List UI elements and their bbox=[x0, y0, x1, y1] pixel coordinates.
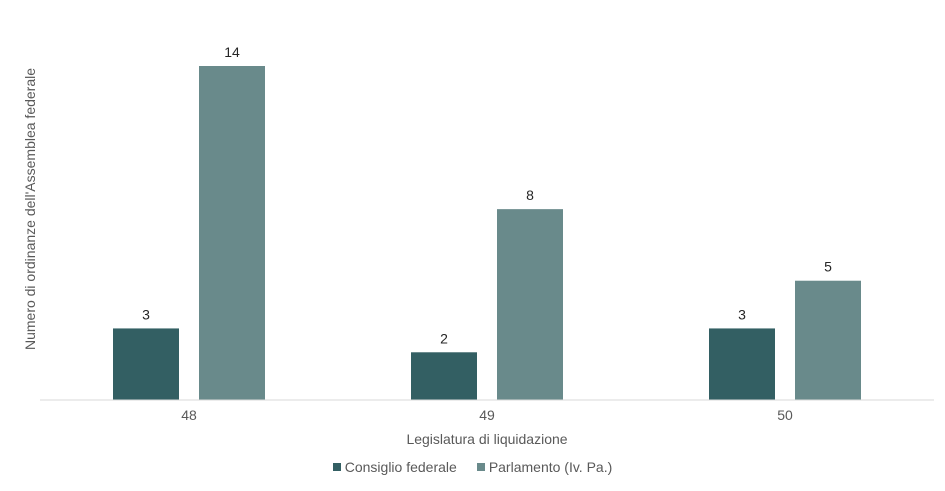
data-label-parlamento-50: 5 bbox=[824, 259, 832, 275]
legend-item-consiglio-federale: Consiglio federale bbox=[332, 459, 457, 475]
x-tick-label-49: 49 bbox=[479, 407, 495, 423]
data-label-parlamento-49: 8 bbox=[526, 187, 534, 203]
legend-swatch-consiglio-federale bbox=[332, 463, 341, 471]
x-tick-label-50: 50 bbox=[777, 407, 793, 423]
data-label-consiglio-federale-48: 3 bbox=[142, 306, 150, 322]
legend-swatch-parlamento bbox=[476, 463, 485, 471]
bar-parlamento-50 bbox=[795, 280, 861, 400]
y-axis-title: Numero di ordinanze dell'Assemblea feder… bbox=[22, 68, 38, 350]
bar-consiglio-federale-48 bbox=[113, 328, 179, 400]
x-tick-label-48: 48 bbox=[181, 407, 197, 423]
data-label-parlamento-48: 14 bbox=[224, 44, 240, 60]
bar-parlamento-49 bbox=[497, 209, 563, 400]
legend-label-parlamento: Parlamento (Iv. Pa.) bbox=[488, 459, 613, 475]
bar-parlamento-48 bbox=[199, 66, 265, 400]
bar-consiglio-federale-50 bbox=[709, 328, 775, 400]
legend-label-consiglio-federale: Consiglio federale bbox=[344, 459, 457, 475]
bars-group bbox=[113, 66, 861, 400]
bar-consiglio-federale-49 bbox=[411, 352, 477, 400]
x-tick-labels-group: 48 49 50 bbox=[181, 407, 793, 423]
data-label-consiglio-federale-50: 3 bbox=[738, 306, 746, 322]
legend: Consiglio federale Parlamento (Iv. Pa.) bbox=[0, 459, 945, 475]
data-labels-group: 3 14 2 8 3 5 bbox=[142, 44, 832, 346]
legend-item-parlamento: Parlamento (Iv. Pa.) bbox=[476, 459, 613, 475]
data-label-consiglio-federale-49: 2 bbox=[440, 330, 448, 346]
x-axis-title: Legislatura di liquidazione bbox=[406, 431, 567, 447]
